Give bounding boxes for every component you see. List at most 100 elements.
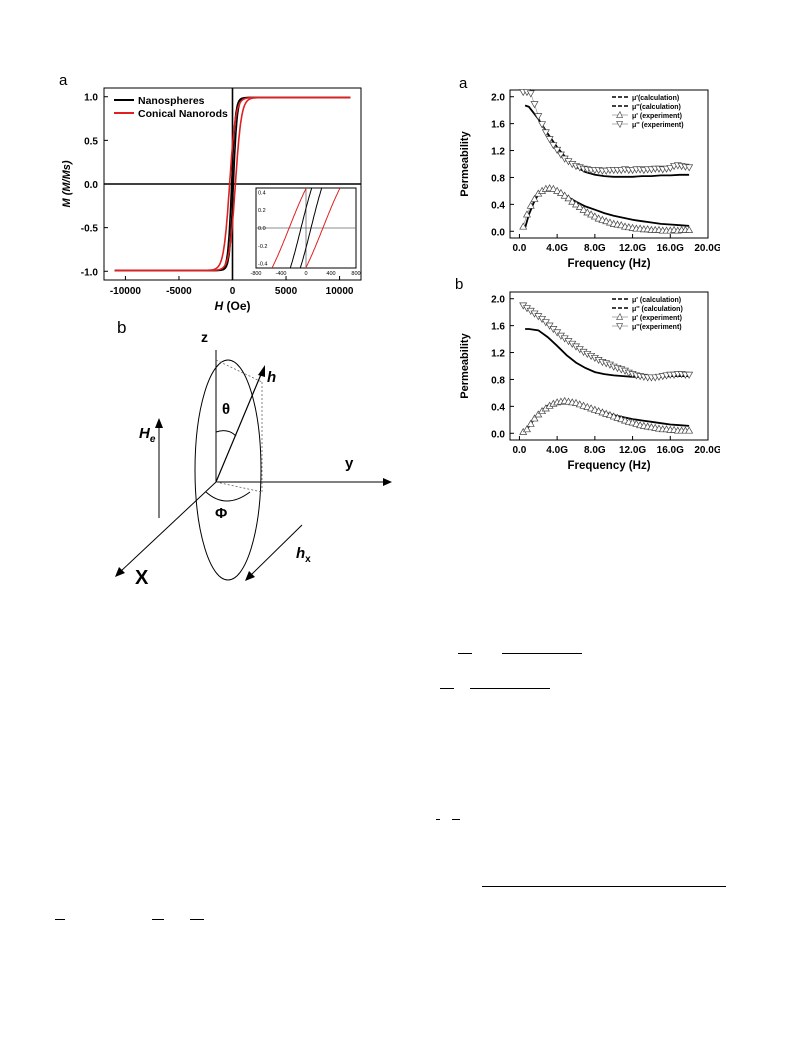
panel-label-b-left: b <box>117 318 127 337</box>
exp-imag-point <box>560 191 569 199</box>
y-tick-label: 0.4 <box>491 402 505 413</box>
x-tick-label: 0.0 <box>512 445 526 456</box>
h-vector <box>215 371 263 483</box>
x-tick-label: 8.0G <box>584 243 606 254</box>
legend-label: μ'' (calculation) <box>632 306 683 313</box>
legend-label: μ' (calculation) <box>632 297 681 304</box>
fraction-rule <box>190 919 204 920</box>
exp-imag-point <box>553 186 562 194</box>
x-axis-label: Frequency (Hz) <box>567 460 650 472</box>
x-tick-label: 5000 <box>275 286 298 297</box>
legend-label: μ' (experiment) <box>632 315 682 322</box>
inset-series-line-0-ascending <box>299 188 323 268</box>
y-tick-label: 0.8 <box>491 375 505 386</box>
exp-real-point <box>666 165 675 173</box>
fraction-rule <box>440 688 454 689</box>
y-tick-label: 1.6 <box>491 120 505 131</box>
inset-y-tick-label: 0.0 <box>258 226 266 232</box>
exp-real-point <box>685 371 694 379</box>
fraction-rule <box>470 688 550 689</box>
x-tick-label: 10000 <box>326 286 354 297</box>
inset-x-tick-label: -400 <box>275 271 286 277</box>
x-tick-label: 20.0G <box>694 445 720 456</box>
exp-imag-point <box>556 188 565 196</box>
fraction-rule <box>482 886 726 887</box>
permeability-chart-b: 0.0 4.0G 8.0G 12.0G 16.0G 20.0G 0.0 0.4 0.8 1.2 1.… <box>459 291 720 472</box>
exp-real-point <box>541 319 550 327</box>
exp-real-point <box>549 142 558 150</box>
y-tick-label: 0.0 <box>491 429 505 440</box>
exp-imag-point <box>522 425 531 433</box>
x-tick-label: 4.0G <box>546 243 568 254</box>
hx-label: hx <box>296 545 311 565</box>
x-tick-label: 16.0G <box>657 243 684 254</box>
x-tick-label: 16.0G <box>657 445 684 456</box>
theta-label: θ <box>222 401 230 418</box>
magnetization-geometry-diagram: z y X h θ Φ He hx <box>115 329 392 589</box>
legend-marker <box>616 110 623 118</box>
y-tick-label: 2.0 <box>491 295 505 306</box>
exp-real-point <box>530 101 539 109</box>
exp-imag-point <box>590 212 599 220</box>
legend-label: Nanospheres <box>138 95 205 107</box>
legend-label: μ''(experiment) <box>632 324 682 331</box>
inset-x-tick-label: -800 <box>250 271 261 277</box>
exp-imag-point <box>526 201 535 209</box>
He-field-arrowhead <box>155 418 163 428</box>
calc-real-line <box>525 328 690 378</box>
exp-real-point <box>553 329 562 337</box>
hx-arrowhead <box>245 571 255 581</box>
y-axis-label: y <box>345 455 354 472</box>
exp-imag-point <box>526 419 535 427</box>
He-label-main: H <box>139 425 151 442</box>
exp-imag-point <box>579 205 588 213</box>
calc-real-line <box>524 104 690 178</box>
exp-real-point <box>541 129 550 137</box>
theta-arc <box>215 430 237 437</box>
exp-imag-point <box>575 202 584 211</box>
series-line-1-descending <box>114 96 351 272</box>
exp-real-point <box>685 164 694 172</box>
exp-real-point <box>553 146 562 154</box>
x-axis-label: X <box>135 567 149 589</box>
legend-label: μ'(calculation) <box>632 95 679 102</box>
x-tick-label: 8.0G <box>584 445 606 456</box>
hx-label-main: h <box>296 545 305 562</box>
inset-x-tick-label: 0 <box>304 271 307 277</box>
panel-label-a-right: a <box>459 75 468 92</box>
x-axis-label: Frequency (Hz) <box>567 258 650 270</box>
inset-series-line-1-ascending <box>305 188 341 268</box>
y-tick-label: 1.6 <box>491 322 505 333</box>
y-tick-label: 1.2 <box>491 147 505 158</box>
x-tick-label: 12.0G <box>619 445 646 456</box>
inset-y-tick-label: 0.2 <box>258 208 266 214</box>
y-tick-label: 0.0 <box>491 227 505 238</box>
hysteresis-chart: -10000 -5000 0 5000 10000 -1.0 -0.5 0.0 0.5 1.0 H … <box>61 87 362 313</box>
exp-imag-point <box>549 184 558 192</box>
inset-series-line-1-descending <box>271 188 307 268</box>
exp-imag-point <box>685 225 694 233</box>
x-axis-label: H (Oe) <box>214 299 250 313</box>
inset-x-tick-label: 400 <box>326 271 335 277</box>
y-tick-label: 1.2 <box>491 349 505 360</box>
legend-label: Conical Nanorods <box>138 108 228 120</box>
hx-arrow-line <box>249 524 303 577</box>
exp-imag-point <box>530 414 539 422</box>
y-tick-label: -0.5 <box>81 224 99 235</box>
exp-real-point <box>545 136 554 144</box>
hx-label-sub: x <box>305 554 311 565</box>
fraction-rule <box>55 919 65 920</box>
fraction-rule <box>502 653 582 654</box>
exp-real-point <box>556 151 565 159</box>
h-vector-arrowhead <box>258 365 265 377</box>
fraction-rule <box>458 653 472 654</box>
fraction-rule <box>152 919 164 920</box>
legend-label: μ' (experiment) <box>632 113 682 120</box>
permeability-chart-a: 0.0 4.0G 8.0G 12.0G 16.0G 20.0G 0.0 0.4 0.8 1.2 1.… <box>459 89 720 270</box>
exp-real-point <box>526 90 535 98</box>
x-tick-label: 4.0G <box>546 445 568 456</box>
He-label-sub: e <box>150 434 156 445</box>
exp-imag-point <box>583 208 592 216</box>
x-axis <box>119 481 217 573</box>
projection-dashed-top <box>215 359 263 383</box>
